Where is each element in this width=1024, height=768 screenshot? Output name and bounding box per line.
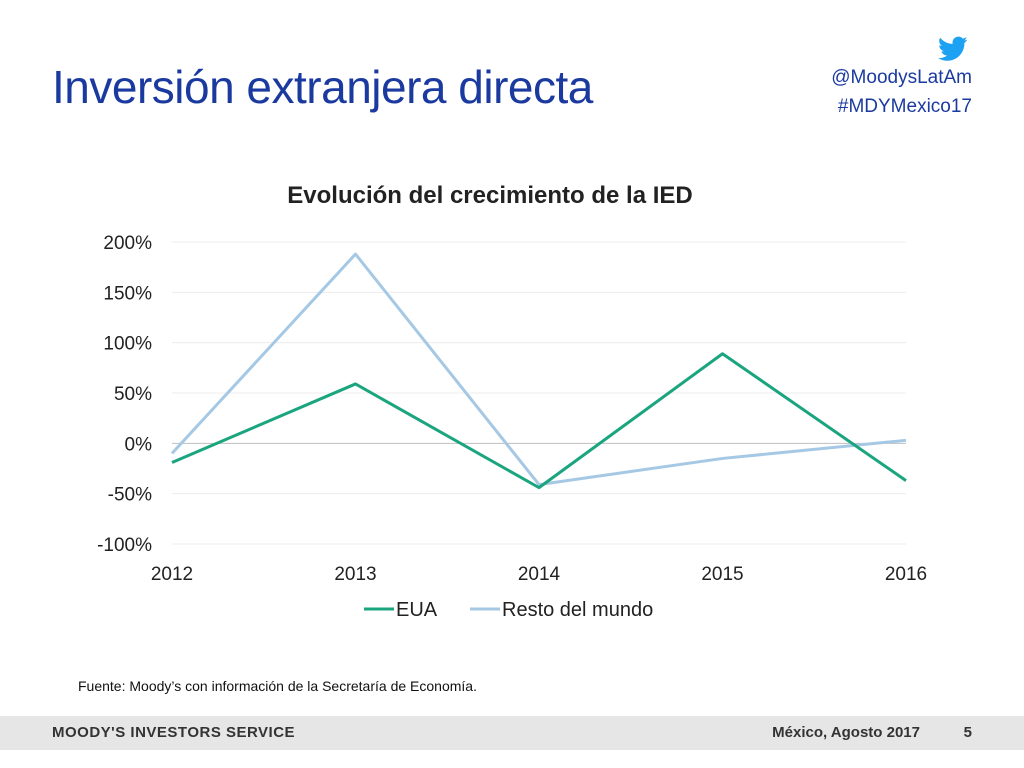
- x-tick-label: 2012: [151, 564, 193, 585]
- x-axis-tick-labels: 2012 2013 2014 2015 2016: [151, 564, 927, 585]
- series-line-resto-del-mundo: [170, 252, 907, 487]
- y-tick-label: 50%: [114, 384, 152, 405]
- legend-label: Resto del mundo: [502, 599, 653, 621]
- legend-label: EUA: [396, 599, 438, 621]
- x-tick-label: 2013: [334, 564, 376, 585]
- moodys-logo: MOODY'S INVESTORS SERVICE: [52, 724, 296, 741]
- chart-legend: EUA Resto del mundo: [364, 599, 653, 621]
- event-hashtag[interactable]: #MDYMexico17: [837, 96, 972, 117]
- twitter-bird-icon: [938, 36, 968, 61]
- y-tick-label: 150%: [103, 283, 152, 304]
- x-tick-label: 2015: [701, 564, 743, 585]
- y-tick-label: -50%: [108, 485, 152, 506]
- twitter-handle[interactable]: @MoodysLatAm: [831, 67, 972, 88]
- y-tick-label: -100%: [97, 535, 152, 556]
- source-note: Fuente: Moody’s con información de la Se…: [78, 678, 477, 694]
- slide-title: Inversión extranjera directa: [52, 61, 593, 113]
- footer-bar: MOODY'S INVESTORS SERVICE México, Agosto…: [0, 716, 1024, 750]
- x-tick-label: 2016: [885, 564, 927, 585]
- footer-location-date: México, Agosto 2017: [772, 724, 920, 741]
- page-number: 5: [963, 724, 972, 741]
- chart-title: Evolución del crecimiento de la IED: [287, 182, 693, 209]
- series-line-eua: [171, 352, 907, 490]
- y-tick-label: 200%: [103, 233, 152, 254]
- chart-series: [170, 252, 907, 490]
- x-tick-label: 2014: [518, 564, 561, 585]
- y-axis-tick-labels: 200% 150% 100% 50% 0% -50% -100%: [97, 233, 152, 556]
- y-tick-label: 100%: [103, 334, 152, 355]
- y-tick-label: 0%: [125, 434, 153, 455]
- chart-gridlines: [172, 241, 906, 545]
